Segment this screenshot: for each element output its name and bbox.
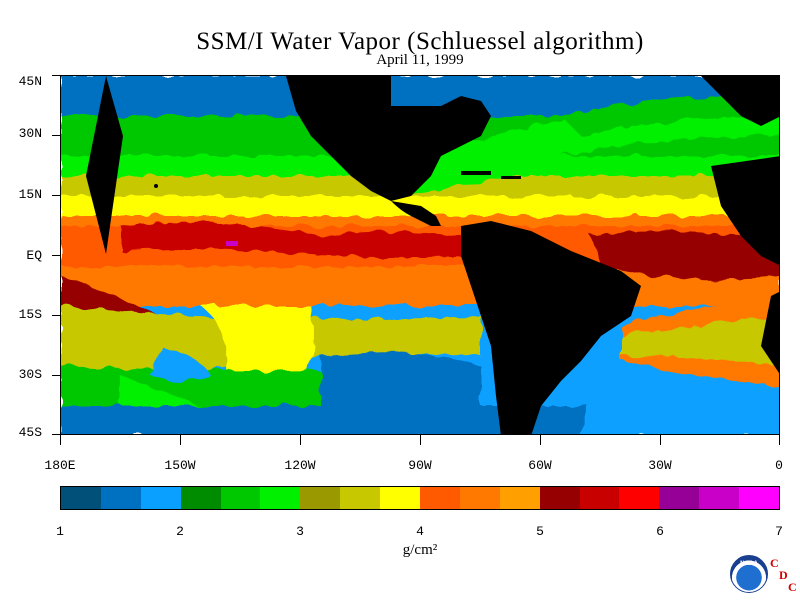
map-canvas [61, 76, 779, 434]
lon-tick [540, 435, 541, 445]
lat-tick [52, 195, 60, 196]
missing-data-swath [86, 76, 123, 254]
lat-label-45n: 45N [18, 74, 42, 89]
lat-label-30s: 30S [18, 367, 42, 382]
lon-tick [180, 435, 181, 445]
map-date: April 11, 1999 [376, 52, 464, 68]
colorbar-swatch [539, 487, 580, 509]
units-label: g/cm² [402, 542, 438, 558]
lat-tick [52, 315, 60, 316]
colorbar-swatch [579, 487, 620, 509]
lon-label-180e: 180E [44, 458, 76, 473]
colorbar-swatch [420, 487, 460, 509]
cdc-logo-letter: D [779, 568, 788, 582]
colorbar-swatch [260, 487, 301, 509]
colorbar-label: 3 [296, 524, 304, 539]
lat-tick [52, 434, 60, 435]
lon-tick [300, 435, 301, 445]
colorbar-swatch [459, 487, 500, 509]
lat-tick [52, 375, 60, 376]
colorbar-swatch [180, 487, 221, 509]
colorbar-swatch [380, 487, 421, 509]
water-vapor-map [60, 75, 780, 435]
lon-label-150w: 150W [164, 458, 196, 473]
colorbar-swatch [300, 487, 341, 509]
colorbar-swatch [340, 487, 381, 509]
lat-label-45s: 45S [18, 425, 42, 440]
colorbar-swatch [619, 487, 660, 509]
cdc-logo-letter: C [788, 580, 797, 594]
colorbar-swatch [61, 487, 101, 509]
lat-tick [52, 75, 60, 76]
noaa-logo-text: NOAA [740, 561, 758, 567]
colorbar-swatch [739, 487, 780, 509]
colorbar-label: 7 [775, 524, 783, 539]
noaa-logo: NOAA [730, 555, 768, 593]
colorbar-swatch [220, 487, 261, 509]
colorbar-label: 4 [416, 524, 424, 539]
colorbar-label: 2 [176, 524, 184, 539]
lat-label-15n: 15N [18, 187, 42, 202]
colorbar-swatch [100, 487, 141, 509]
lon-label-90w: 90W [408, 458, 432, 473]
lon-label-60w: 60W [528, 458, 552, 473]
lon-tick [779, 435, 780, 445]
lon-label-120w: 120W [284, 458, 316, 473]
lon-label-30w: 30W [648, 458, 672, 473]
colorbar-label: 5 [536, 524, 544, 539]
lon-tick [60, 435, 61, 445]
cdc-logo-letter: C [770, 556, 779, 570]
colorbar-swatch [499, 487, 540, 509]
lat-tick [52, 135, 60, 136]
lat-label-15s: 15S [18, 307, 42, 322]
map-title: SSM/I Water Vapor (Schluessel algorithm) [196, 28, 644, 55]
colorbar-swatch [659, 487, 700, 509]
colorbar-swatch [140, 487, 181, 509]
colorbar-label: 1 [56, 524, 64, 539]
lat-label-eq: EQ [26, 248, 42, 263]
colorbar-label: 6 [656, 524, 664, 539]
lon-label-0: 0 [775, 458, 783, 473]
lat-tick [52, 255, 60, 256]
colorbar [60, 486, 780, 510]
lon-tick [420, 435, 421, 445]
colorbar-swatch [699, 487, 740, 509]
landmasses [154, 76, 779, 434]
lon-tick [660, 435, 661, 445]
lat-label-30n: 30N [18, 126, 42, 141]
